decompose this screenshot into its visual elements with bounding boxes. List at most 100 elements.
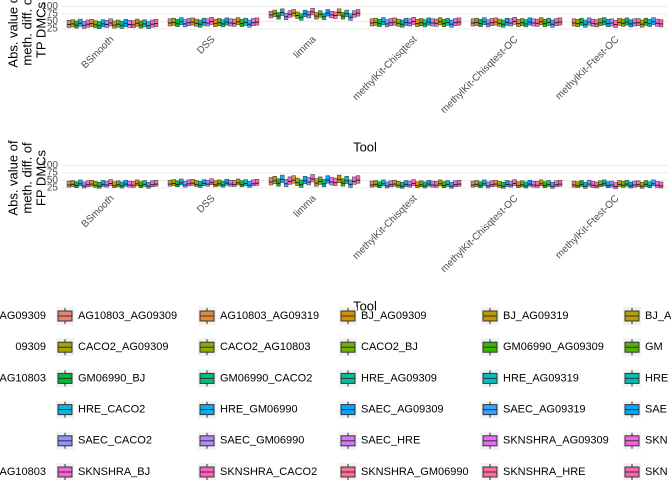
x-tick-label: methylKit-Chisqtest (351, 34, 420, 103)
box (516, 19, 521, 27)
legend-label: HRE_AG09319 (503, 372, 579, 384)
box (146, 21, 151, 29)
box (104, 20, 109, 28)
box (579, 180, 584, 187)
box (628, 19, 633, 28)
legend-label: CACO2_BJ (361, 341, 418, 353)
box (538, 17, 544, 26)
box (377, 181, 382, 188)
box (474, 180, 479, 187)
box (93, 20, 98, 29)
box (142, 180, 147, 187)
box (388, 180, 394, 188)
legend-key (623, 431, 641, 450)
box (520, 18, 525, 26)
box (554, 180, 559, 188)
box (651, 179, 656, 187)
box (516, 181, 521, 188)
box (232, 18, 237, 27)
legend-key (56, 431, 74, 450)
legend-label: BJ_A (645, 310, 672, 322)
box (523, 181, 529, 189)
y-axis-title: meth. diff. of (19, 0, 34, 66)
y-tick-label: 25 (47, 183, 59, 194)
box (310, 174, 315, 183)
x-tick-label: BSmooth (80, 193, 117, 230)
box (598, 180, 603, 188)
box (493, 179, 498, 187)
box (201, 17, 207, 26)
box (482, 179, 487, 187)
legend-key (623, 369, 641, 388)
box (470, 18, 476, 27)
legend-label: SAEC_GM06990 (220, 435, 304, 447)
x-tick-label: DSS (195, 193, 218, 216)
y-axis-title: TP DMCs (33, 1, 48, 58)
box (647, 181, 652, 188)
box (336, 174, 342, 183)
legend-label: AG09309 (0, 310, 46, 322)
box (186, 18, 192, 26)
legend-key (481, 369, 499, 388)
box (658, 19, 664, 28)
box (602, 179, 607, 187)
box (213, 19, 218, 27)
box (171, 179, 176, 186)
box (647, 19, 652, 27)
box (85, 19, 91, 28)
box (232, 180, 237, 187)
box (621, 18, 626, 27)
box (474, 17, 479, 26)
legend-label: SAEC_CACO2 (78, 435, 152, 447)
box (280, 174, 285, 183)
box (613, 20, 618, 28)
box (628, 181, 633, 189)
box (546, 180, 551, 187)
box (426, 179, 431, 187)
box (590, 18, 596, 27)
box (453, 18, 458, 26)
box (153, 19, 159, 27)
box (97, 182, 102, 189)
box (605, 19, 611, 27)
box (119, 181, 125, 189)
legend-key (339, 400, 357, 419)
box (598, 18, 603, 26)
box (217, 179, 222, 187)
box (400, 182, 405, 189)
legend-label: AG10803 (0, 372, 46, 384)
box (150, 19, 155, 28)
box (97, 21, 102, 29)
legend-label: GM06990_AG09309 (503, 341, 604, 353)
box (636, 180, 641, 188)
box (384, 19, 390, 28)
box (247, 19, 252, 28)
box (594, 19, 599, 28)
box (108, 179, 113, 186)
legend-key (623, 307, 641, 325)
box (85, 180, 91, 188)
box (575, 181, 580, 188)
box (127, 20, 132, 28)
legend-label: SKN (645, 466, 668, 478)
legend-label: SAE (645, 404, 667, 416)
box (426, 17, 431, 26)
box (449, 19, 454, 28)
box (478, 181, 483, 188)
box (453, 180, 458, 188)
box (190, 17, 195, 26)
panel-background (62, 5, 668, 32)
legend-key (339, 369, 357, 388)
box (146, 182, 151, 189)
box (198, 181, 203, 188)
y-tick-label: 75 (47, 9, 59, 20)
box (643, 17, 649, 26)
box (550, 182, 555, 189)
legend-label: HRE_AG09309 (361, 372, 437, 384)
box (621, 181, 626, 188)
box (381, 179, 386, 187)
box (403, 180, 409, 187)
legend-key (623, 463, 641, 480)
box (504, 180, 510, 187)
box (381, 17, 386, 26)
